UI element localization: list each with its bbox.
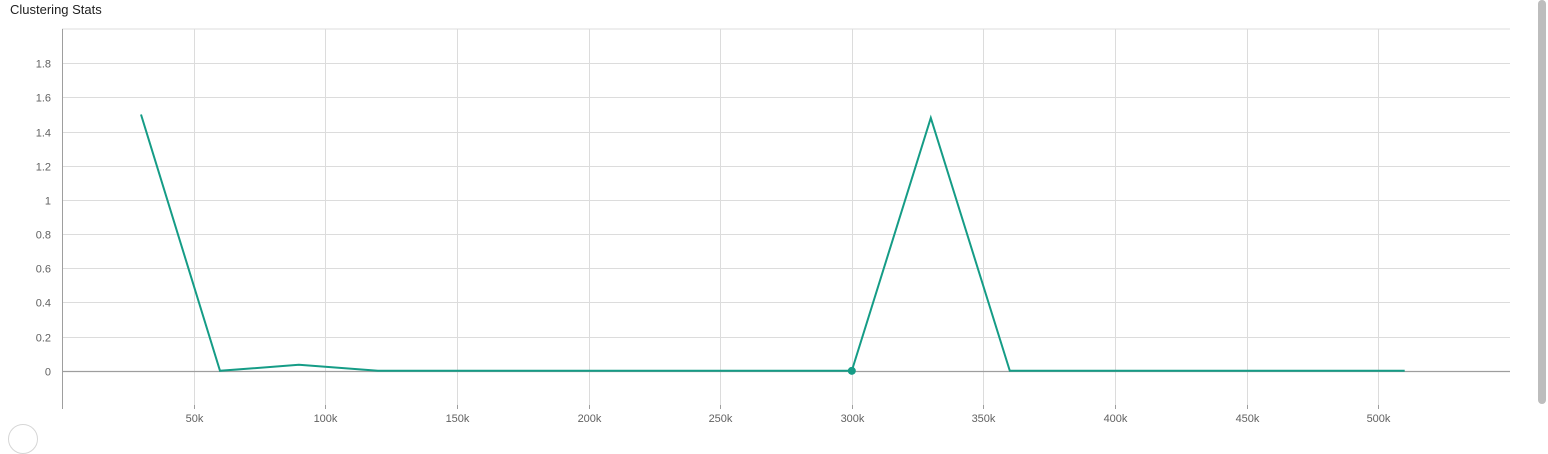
series-line bbox=[140, 114, 1405, 372]
x-tick-label: 350k bbox=[972, 413, 996, 425]
y-tick-label: 0.4 bbox=[36, 298, 51, 310]
y-tick-label: 0.8 bbox=[36, 230, 51, 242]
y-tick-label: 1.8 bbox=[36, 59, 51, 71]
y-tick-label: 1.2 bbox=[36, 162, 51, 174]
x-tick-label: 500k bbox=[1367, 413, 1391, 425]
x-tick-label: 150k bbox=[446, 413, 470, 425]
scrollbar-thumb[interactable] bbox=[1538, 0, 1546, 404]
x-tick-label: 100k bbox=[314, 413, 338, 425]
y-tick-label: 1.4 bbox=[36, 128, 51, 140]
x-tick-labels: 50k 100k 150k 200k 250k 300k 350k 400k 450k 500k bbox=[186, 413, 1391, 425]
grid-lines bbox=[62, 28, 1510, 405]
x-tick-label: 400k bbox=[1104, 413, 1128, 425]
x-tick-label: 250k bbox=[709, 413, 733, 425]
y-tick-label: 1 bbox=[45, 196, 51, 208]
series-layer bbox=[140, 114, 1405, 375]
panel-title: Clustering Stats bbox=[10, 2, 102, 17]
x-tick-label: 450k bbox=[1236, 413, 1260, 425]
y-tick-label: 0 bbox=[45, 367, 51, 379]
highlight-point bbox=[847, 366, 856, 375]
y-tick-label: 1.6 bbox=[36, 93, 51, 105]
x-tick-label: 50k bbox=[186, 413, 204, 425]
axes bbox=[62, 29, 1510, 409]
line-chart: 50k 100k 150k 200k 250k 300k 350k 400k 450k 500k … bbox=[36, 28, 1510, 425]
y-tick-labels: 0 0.2 0.4 0.6 0.8 1 1.2 1.4 1.6 1.8 bbox=[36, 59, 51, 379]
partial-circle-button bbox=[8, 424, 38, 454]
vertical-scrollbar[interactable] bbox=[1529, 0, 1548, 431]
x-tick-label: 300k bbox=[841, 413, 865, 425]
y-tick-label: 0.6 bbox=[36, 264, 51, 276]
y-tick-label: 0.2 bbox=[36, 333, 51, 345]
x-tick-label: 200k bbox=[578, 413, 602, 425]
